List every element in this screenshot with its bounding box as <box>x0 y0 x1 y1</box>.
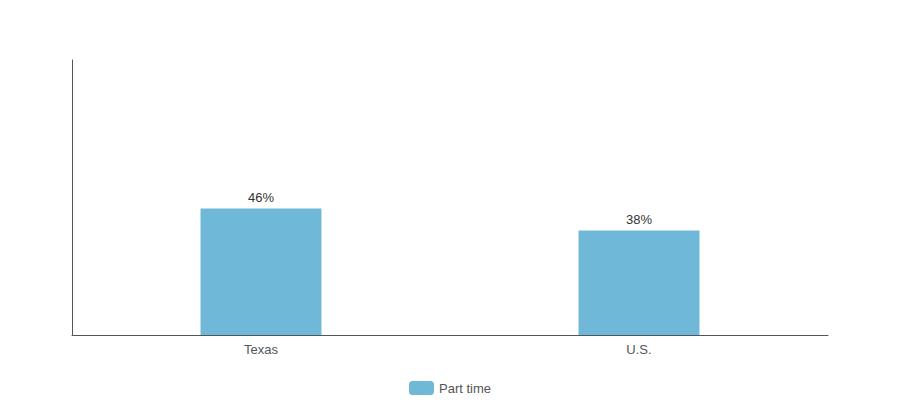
svg-text:U.S.: U.S. <box>626 342 651 357</box>
svg-text:Texas: Texas <box>244 342 278 357</box>
svg-text:38%: 38% <box>626 212 652 227</box>
svg-text:46%: 46% <box>248 190 274 205</box>
svg-text:Part time: Part time <box>439 381 491 396</box>
